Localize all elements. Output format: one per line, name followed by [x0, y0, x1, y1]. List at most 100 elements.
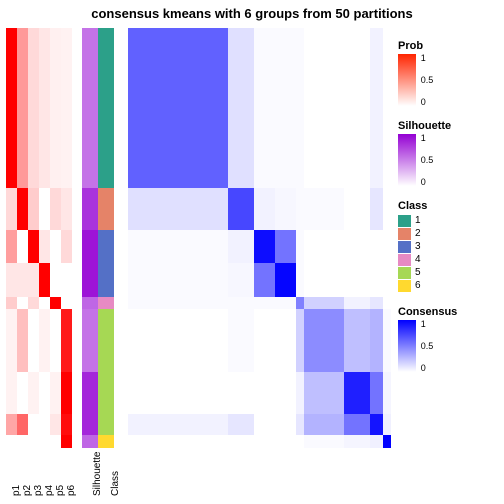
ann-cell [50, 263, 61, 297]
ann-col-class [98, 28, 114, 448]
heatmap-cell [275, 372, 296, 414]
heatmap-row [128, 435, 391, 448]
legend-gradient [398, 54, 416, 106]
ann-cell [17, 372, 28, 414]
legend-prob: Prob 10.50 [398, 40, 498, 106]
heatmap-cell [370, 435, 383, 448]
legend-silhouette: Silhouette 10.50 [398, 120, 498, 186]
ann-col-p1 [6, 28, 17, 448]
ann-cell [50, 435, 61, 448]
ann-cell [28, 435, 39, 448]
x-axis-label: Class [110, 471, 121, 496]
ann-cell [82, 230, 98, 264]
heatmap-cell [370, 372, 383, 414]
ann-cell [82, 435, 98, 448]
legend-title: Prob [398, 40, 498, 52]
ann-cell [17, 309, 28, 372]
plot-title: consensus kmeans with 6 groups from 50 p… [0, 0, 504, 21]
plot-area [6, 28, 391, 448]
heatmap-cell [275, 188, 296, 230]
heatmap-cell [254, 309, 275, 372]
ann-col-p4 [39, 28, 50, 448]
heatmap-cell [254, 372, 275, 414]
ann-cell [39, 263, 50, 297]
ann-cell [98, 263, 114, 297]
ann-cell [39, 28, 50, 188]
legend-swatch [398, 241, 411, 253]
ann-cell [50, 297, 61, 310]
heatmap-cell [370, 309, 383, 372]
heatmap-cell [383, 372, 391, 414]
heatmap-row [128, 263, 391, 297]
legend-swatch-label: 4 [415, 254, 421, 265]
ann-cell [39, 372, 50, 414]
legend-swatch-label: 5 [415, 267, 421, 278]
ann-cell [50, 188, 61, 230]
heatmap-cell [296, 230, 304, 264]
legend-swatch-label: 1 [415, 215, 421, 226]
legend-consensus: Consensus 10.50 [398, 306, 498, 372]
heatmap-cell [254, 297, 275, 310]
ann-cell [82, 309, 98, 372]
legend-tick: 0 [421, 178, 426, 187]
ann-cell [82, 297, 98, 310]
ann-cell [39, 297, 50, 310]
ann-cell [28, 372, 39, 414]
ann-cell [61, 372, 72, 414]
ann-cell [28, 28, 39, 188]
legend-swatch-row: 4 [398, 253, 498, 266]
heatmap-cell [128, 435, 228, 448]
heatmap-row [128, 414, 391, 435]
heatmap-cell [275, 309, 296, 372]
heatmap-cell [370, 188, 383, 230]
legend-tick: 0.5 [421, 156, 434, 165]
legend-tick: 1 [421, 54, 426, 63]
legend-swatch-row: 5 [398, 266, 498, 279]
legend-swatch-label: 2 [415, 228, 421, 239]
heatmap-cell [383, 263, 391, 297]
ann-cell [82, 372, 98, 414]
ann-cell [39, 230, 50, 264]
heatmap-cell [304, 230, 343, 264]
ann-cell [17, 297, 28, 310]
legend-swatch [398, 215, 411, 227]
heatmap-cell [370, 297, 383, 310]
heatmap-cell [383, 414, 391, 435]
heatmap-row [128, 309, 391, 372]
heatmap-cell [228, 414, 254, 435]
heatmap-cell [128, 372, 228, 414]
heatmap-cell [128, 414, 228, 435]
heatmap-cell [254, 435, 275, 448]
heatmap-cell [254, 28, 275, 188]
ann-cell [61, 414, 72, 435]
ann-col-p5 [50, 28, 61, 448]
ann-cell [17, 263, 28, 297]
heatmap-cell [228, 309, 254, 372]
x-axis-label: p5 [55, 485, 66, 496]
legend-swatch-row: 2 [398, 227, 498, 240]
heatmap-cell [344, 372, 370, 414]
legend-swatch-label: 6 [415, 280, 421, 291]
heatmap-cell [344, 435, 370, 448]
heatmap-cell [275, 28, 296, 188]
legend-tick: 0 [421, 364, 426, 373]
ann-cell [82, 28, 98, 188]
legend-swatch [398, 280, 411, 292]
ann-col-p3 [28, 28, 39, 448]
heatmap-cell [228, 263, 254, 297]
heatmap-cell [344, 263, 370, 297]
ann-cell [6, 297, 17, 310]
ann-cell [17, 230, 28, 264]
ann-cell [6, 28, 17, 188]
heatmap-row [128, 188, 391, 230]
heatmap-cell [304, 372, 343, 414]
heatmap-cell [304, 435, 343, 448]
heatmap-row [128, 28, 391, 188]
heatmap-cell [254, 414, 275, 435]
x-axis-label: p4 [44, 485, 55, 496]
heatmap-cell [304, 414, 343, 435]
heatmap-cell [128, 188, 228, 230]
ann-cell [98, 435, 114, 448]
heatmap-cell [128, 297, 228, 310]
ann-cell [17, 435, 28, 448]
